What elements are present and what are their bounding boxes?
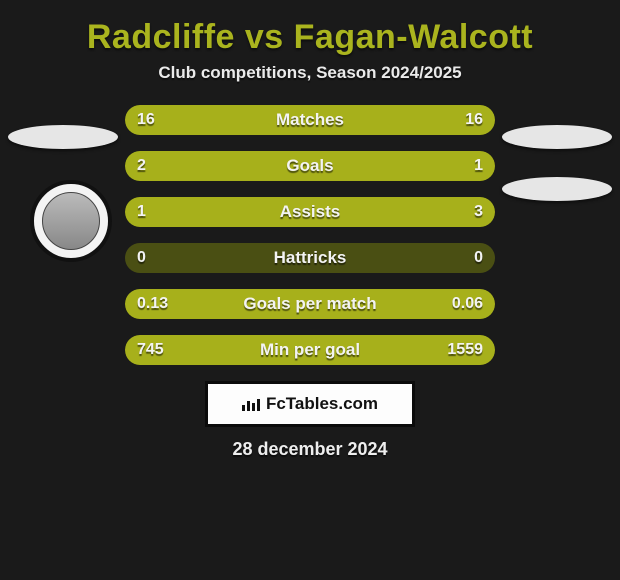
subtitle: Club competitions, Season 2024/2025 bbox=[0, 63, 620, 105]
stat-value-left: 2 bbox=[137, 151, 146, 181]
stat-value-left: 0 bbox=[137, 243, 146, 273]
stat-label: Goals per match bbox=[125, 289, 495, 319]
stat-row: Goals per match0.13 0.06 bbox=[125, 289, 495, 319]
stat-value-left: 745 bbox=[137, 335, 164, 365]
page-title: Radcliffe vs Fagan-Walcott bbox=[0, 0, 620, 63]
branding-text: FcTables.com bbox=[266, 394, 378, 414]
stat-row: Goals2 1 bbox=[125, 151, 495, 181]
stat-value-left: 1 bbox=[137, 197, 146, 227]
stat-value-right: 0 bbox=[474, 243, 483, 273]
stat-value-right: 1 bbox=[474, 151, 483, 181]
stat-value-left: 0.13 bbox=[137, 289, 168, 319]
stat-value-right: 0.06 bbox=[452, 289, 483, 319]
stat-row: Hattricks0 0 bbox=[125, 243, 495, 273]
stat-row: Assists1 3 bbox=[125, 197, 495, 227]
stat-value-left: 16 bbox=[137, 105, 155, 135]
branding-box[interactable]: FcTables.com bbox=[205, 381, 415, 427]
stat-value-right: 16 bbox=[465, 105, 483, 135]
stat-row: Min per goal745 1559 bbox=[125, 335, 495, 365]
stat-label: Matches bbox=[125, 105, 495, 135]
stat-label: Min per goal bbox=[125, 335, 495, 365]
stat-row: Matches16 16 bbox=[125, 105, 495, 135]
stat-value-right: 3 bbox=[474, 197, 483, 227]
stat-label: Hattricks bbox=[125, 243, 495, 273]
stat-label: Goals bbox=[125, 151, 495, 181]
stats-panel: Matches1616Goals21Assists13Hattricks00Go… bbox=[0, 105, 620, 460]
chart-icon bbox=[242, 397, 260, 411]
stat-label: Assists bbox=[125, 197, 495, 227]
date-label: 28 december 2024 bbox=[10, 439, 610, 460]
stat-value-right: 1559 bbox=[447, 335, 483, 365]
